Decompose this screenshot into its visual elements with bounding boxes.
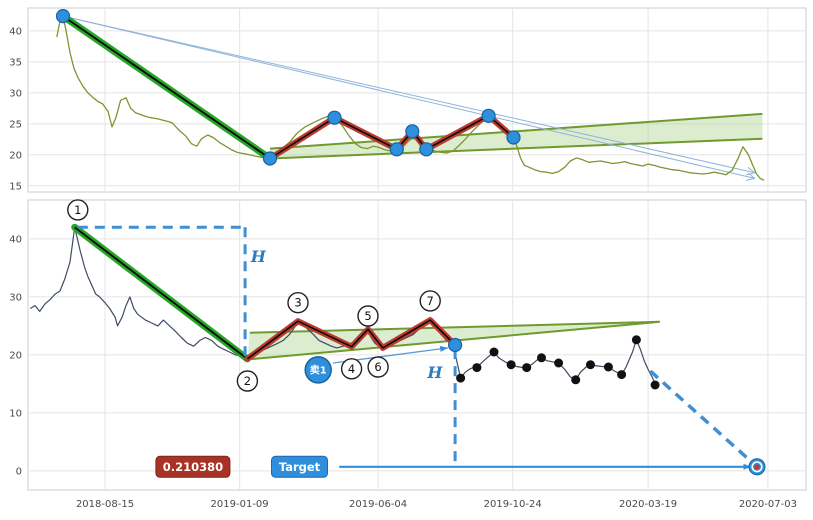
swing-dot-black[interactable]	[603, 362, 613, 372]
swing-dot-black[interactable]	[456, 373, 466, 383]
height-label: H	[250, 247, 267, 266]
wave-label-text: 4	[348, 362, 355, 376]
wave-label-circle-3[interactable]	[287, 292, 309, 314]
swing-dot-blue[interactable]	[419, 142, 434, 157]
y-tick-label: 30	[9, 88, 22, 99]
triangle-pattern-edge	[269, 137, 763, 160]
y-tick-label: 35	[9, 57, 22, 68]
impulse-trendline-core	[74, 226, 248, 360]
y-tick-label: 20	[9, 350, 22, 361]
wave-label-circle-6[interactable]	[367, 356, 389, 378]
swing-dot-black[interactable]	[617, 370, 627, 380]
swing-dot-black[interactable]	[586, 360, 595, 370]
target-point-ring	[751, 461, 763, 473]
wave-label-text: 2	[244, 374, 251, 388]
y-tick-label: 10	[9, 408, 22, 419]
similarity-value-chip[interactable]	[155, 455, 231, 478]
wave-label-text: 7	[427, 294, 434, 308]
impulse-trendline-core	[62, 15, 271, 160]
swing-dot-blue[interactable]	[405, 124, 420, 139]
wave-label-circle-2[interactable]	[236, 370, 259, 392]
wave-label-circle-4[interactable]	[340, 358, 363, 380]
wave-label-text: 6	[374, 360, 381, 374]
projection-fan-line	[62, 15, 755, 178]
sell-signal-text: 卖1	[310, 363, 327, 376]
y-tick-label: 40	[9, 26, 22, 37]
swing-dot-black[interactable]	[506, 360, 516, 370]
target-chip[interactable]	[271, 455, 328, 478]
y-tick-label: 0	[16, 466, 22, 477]
wave-label-text: 5	[364, 309, 371, 323]
swing-dot-blue[interactable]	[448, 337, 463, 353]
y-tick-label: 40	[9, 234, 22, 245]
x-tick-label: 2019-10-24	[484, 499, 542, 510]
wave-label-text: 3	[294, 296, 301, 310]
x-tick-label: 2018-08-15	[76, 499, 134, 510]
projection-fan-line	[62, 15, 755, 173]
swing-dot-blue[interactable]	[262, 151, 278, 166]
swing-dot-black[interactable]	[571, 375, 581, 385]
swing-dot-blue[interactable]	[327, 110, 342, 125]
zigzag-pattern-core	[246, 319, 456, 360]
swing-dot-blue[interactable]	[389, 142, 404, 157]
wave-label-circle-5[interactable]	[357, 305, 379, 327]
swing-dot-black[interactable]	[522, 363, 532, 373]
x-tick-label: 2019-01-09	[211, 499, 269, 510]
swing-dot-blue[interactable]	[506, 130, 521, 145]
swing-dot-black[interactable]	[537, 353, 546, 363]
y-tick-label: 30	[9, 292, 22, 303]
target-point-center	[754, 464, 760, 470]
x-tick-label: 2020-03-19	[619, 499, 677, 510]
swing-dot-black[interactable]	[554, 358, 564, 368]
wave-label-text: 1	[74, 203, 81, 217]
sell-signal-badge[interactable]	[304, 356, 332, 384]
x-tick-label: 2019-06-04	[349, 499, 407, 510]
y-tick-label: 15	[9, 181, 22, 192]
swing-dot-black[interactable]	[472, 363, 482, 373]
wave-label-circle-1[interactable]	[67, 199, 89, 221]
x-tick-label: 2020-07-03	[739, 499, 797, 510]
swing-dot-black[interactable]	[650, 380, 660, 390]
price-panel-detail	[27, 199, 807, 491]
target-chip-text: Target	[279, 460, 321, 474]
swing-dot-blue[interactable]	[55, 9, 71, 24]
swing-dot-black[interactable]	[489, 347, 499, 357]
swing-dot-blue[interactable]	[481, 108, 496, 123]
projection-dashed-line	[649, 369, 759, 469]
swing-dot-black[interactable]	[631, 335, 641, 345]
wave-label-circle-7[interactable]	[419, 290, 441, 312]
y-tick-label: 20	[9, 150, 22, 161]
height-label: H	[426, 363, 443, 382]
similarity-value-chip-text: 0.210380	[163, 460, 223, 474]
y-tick-label: 25	[9, 119, 22, 130]
